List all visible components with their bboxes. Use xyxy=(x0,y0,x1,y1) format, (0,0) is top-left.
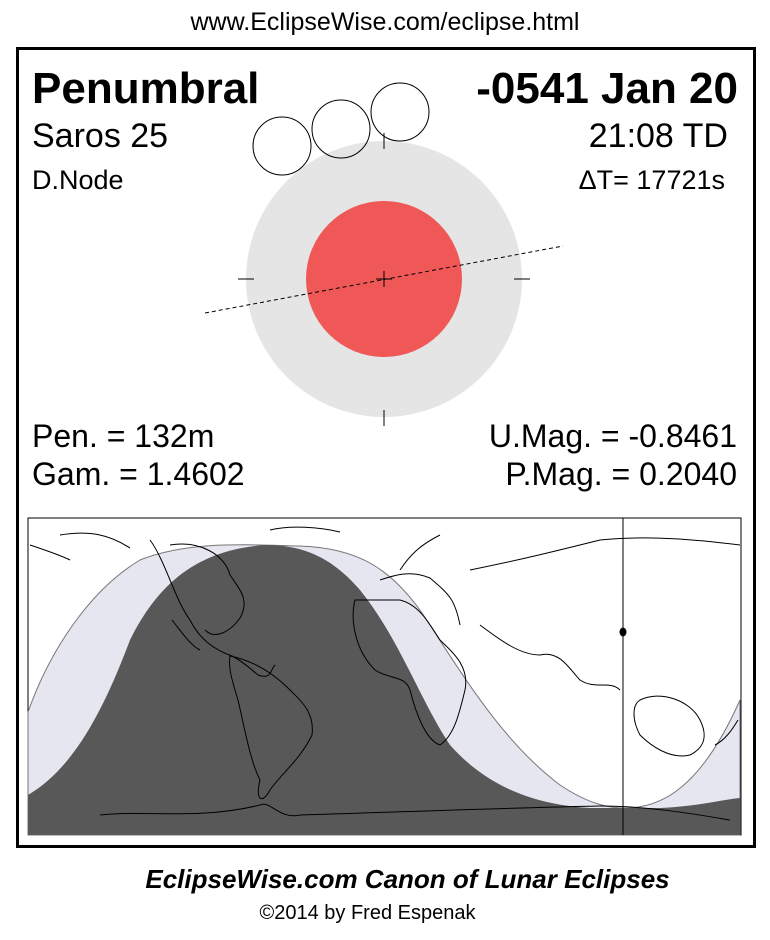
umbral-night-zone xyxy=(28,545,740,835)
eclipse-time: 21:08 TD xyxy=(588,117,728,155)
source-url: www.EclipseWise.com/eclipse.html xyxy=(190,8,580,36)
saros-number: Saros 25 xyxy=(32,117,169,155)
gamma: Gam. = 1.4602 xyxy=(32,456,245,492)
penumbral-magnitude: P.Mag. = 0.2040 xyxy=(505,456,737,492)
footer-title: EclipseWise.com Canon of Lunar Eclipses xyxy=(145,864,670,894)
umbral-magnitude: U.Mag. = -0.8461 xyxy=(488,418,737,454)
footer-copyright: ©2014 by Fred Espenak xyxy=(259,902,476,924)
node-type: D.Node xyxy=(32,165,124,195)
penumbral-duration: Pen. = 132m xyxy=(32,418,215,454)
eclipse-panel-frame xyxy=(16,47,756,848)
visibility-map xyxy=(27,517,742,836)
moon-position-3 xyxy=(370,82,430,142)
eclipse-type: Penumbral xyxy=(32,64,260,113)
eclipse-date: -0541 Jan 20 xyxy=(476,64,738,113)
delta-t: ΔT= 17721s xyxy=(578,165,725,195)
coastlines xyxy=(29,526,741,821)
moon-position-2 xyxy=(311,99,371,159)
greatest-eclipse-point xyxy=(619,627,627,637)
moon-position-1 xyxy=(252,116,312,176)
